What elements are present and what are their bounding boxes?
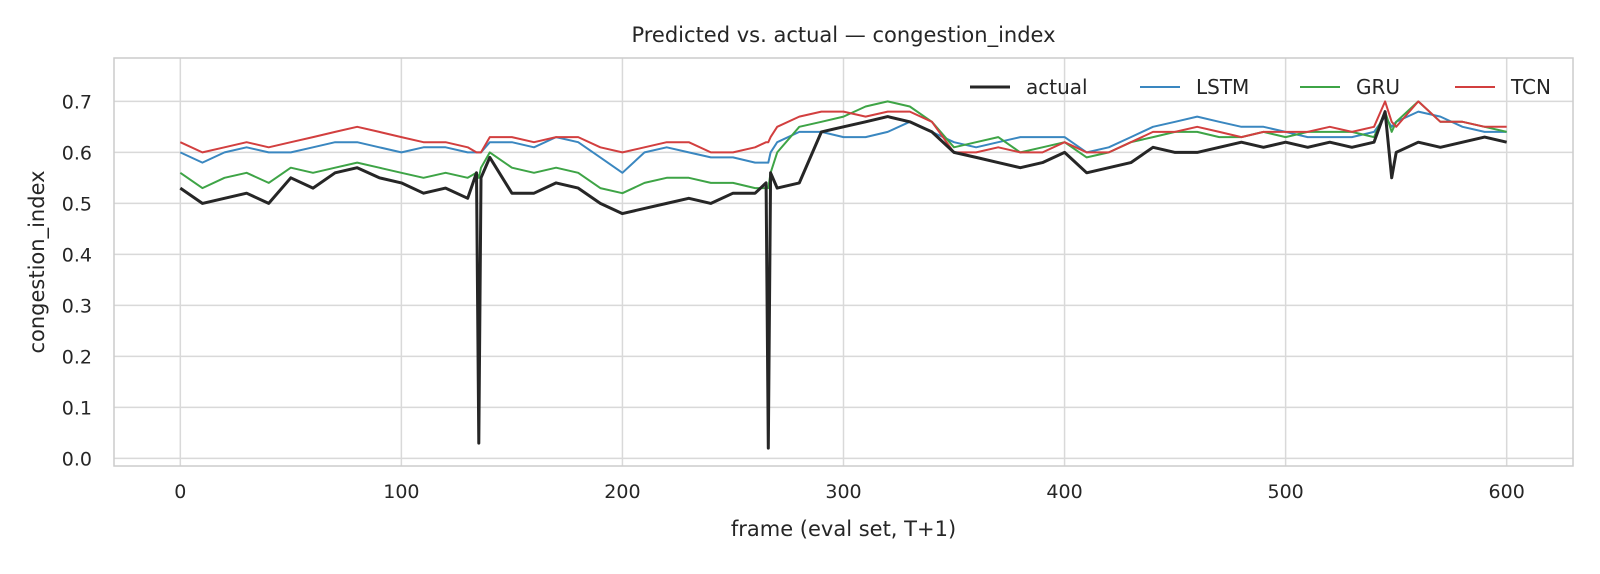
y-tick-label: 0.0 [62,448,92,470]
x-tick-label: 0 [174,481,186,503]
x-tick-label: 600 [1489,481,1525,503]
series-line-actual [179,110,1508,450]
x-axis-label: frame (eval set, T+1) [731,517,956,541]
y-tick-label: 0.4 [62,244,92,266]
x-tick-label: 200 [604,481,640,503]
series-line-gru [179,100,1507,195]
legend-label-gru: GRU [1356,75,1400,99]
chart-title: Predicted vs. actual — congestion_index [631,23,1055,48]
grid [114,58,1573,466]
x-tick-label: 100 [383,481,419,503]
legend: actual LSTM GRU TCN [970,75,1551,99]
x-tick-label: 400 [1046,481,1082,503]
y-tick-labels: 0.0 0.1 0.2 0.3 0.4 0.5 0.6 0.7 [62,91,92,470]
x-tick-labels: 0 100 200 300 400 500 600 [174,481,1525,503]
y-tick-label: 0.2 [62,346,92,368]
x-tick-label: 500 [1267,481,1303,503]
y-tick-label: 0.3 [62,295,92,317]
y-axis-label: congestion_index [25,170,50,353]
y-tick-label: 0.6 [62,142,92,164]
series-line-lstm [179,110,1507,174]
series-line-tcn [179,100,1507,154]
legend-label-actual: actual [1026,75,1088,99]
plot-frame [113,57,1574,467]
series-lines [179,100,1508,450]
legend-label-tcn: TCN [1510,75,1551,99]
legend-label-lstm: LSTM [1196,75,1249,99]
y-tick-label: 0.1 [62,397,92,419]
x-tick-label: 300 [825,481,861,503]
y-tick-label: 0.5 [62,193,92,215]
y-tick-label: 0.7 [62,91,92,113]
